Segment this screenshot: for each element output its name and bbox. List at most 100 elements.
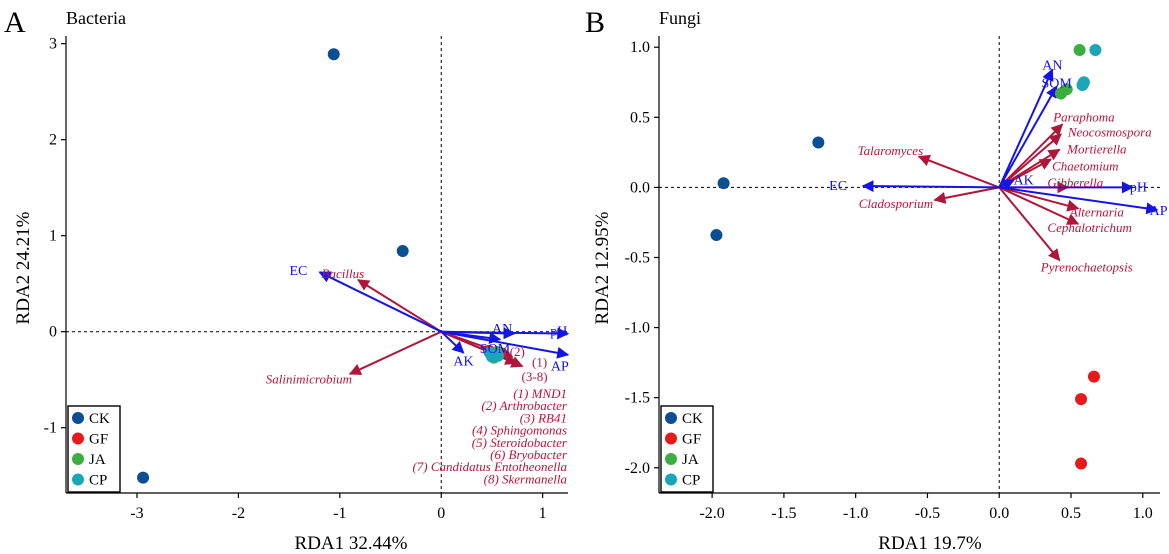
env-vector-arrow (998, 68, 1054, 188)
sample-point-cp (1089, 44, 1102, 57)
y-tick-label: 3 (49, 36, 57, 53)
env-vector-arrow (999, 186, 1159, 215)
env-vector-arrow (998, 85, 1058, 188)
legend-marker-gf (72, 432, 84, 445)
y-tick-label: -1.0 (625, 320, 650, 337)
taxon-vector-label: Gibberella (1047, 175, 1103, 190)
panel-a-letter: A (4, 6, 26, 39)
y-tick-label: 0.0 (630, 179, 650, 196)
x-tick-label: -2 (232, 505, 245, 522)
env-vector-label: pH (550, 325, 567, 340)
taxon-vector-label: Talaromyces (858, 143, 923, 158)
taxon-vector-arrow (348, 330, 442, 375)
taxon-vector-label: Paraphoma (1052, 109, 1115, 124)
env-vector-arrow (318, 271, 442, 333)
env-vector-arrow (441, 330, 502, 344)
taxon-vector-arrow (998, 186, 1080, 225)
legend-marker-cp (72, 473, 84, 486)
taxon-vector-label: Bacillus (322, 266, 365, 281)
sample-point-gf (1087, 370, 1100, 383)
panel-a-xlabel: RDA1 32.44% (295, 533, 408, 554)
taxon-vector-label: (1) (532, 354, 547, 369)
sample-point-cp (1077, 76, 1090, 89)
panel-b-plot: -2.0 -1.5 -1.0 -0.5 0.0 0.5 1.0 -2.0 -1.5 -1.0 -0.… (625, 36, 1168, 522)
taxon-annotation: (4) Sphingomonas (472, 423, 567, 438)
y-tick-label: 1.0 (630, 39, 650, 56)
taxon-vector-label: Cladosporium (859, 196, 933, 211)
legend-label-ck: CK (89, 411, 110, 427)
taxon-vector-arrow (933, 186, 1000, 204)
env-vector-label: AP (551, 359, 569, 374)
sample-point-ck (717, 177, 730, 190)
taxon-annotation: (6) Bryobacter (490, 447, 568, 462)
sample-point-ck (327, 48, 340, 61)
taxon-vector-label: Mortierella (1066, 142, 1127, 157)
legend-label-cp: CP (89, 473, 107, 489)
x-tick-label: 1 (539, 505, 547, 522)
taxon-vector-arrow (998, 186, 1061, 262)
sample-point-ck (396, 245, 409, 258)
sample-point-ck (812, 136, 825, 149)
env-vector-label: AN (1042, 58, 1062, 73)
taxon-vector-arrow (998, 186, 1080, 212)
x-tick-label: 1.0 (1133, 505, 1153, 522)
env-vector-label: AP (1150, 204, 1168, 219)
legend-label-ck: CK (682, 411, 703, 427)
env-vector-arrow (861, 180, 1000, 193)
y-tick-label: -2.0 (625, 460, 650, 477)
x-tick-label: -1 (333, 505, 346, 522)
y-tick-label: 0 (49, 324, 57, 341)
sample-point-gf (1075, 393, 1088, 406)
legend-label-gf: GF (89, 432, 108, 448)
env-vector-label: SOM (480, 342, 511, 357)
taxon-vector-label: (3-8) (522, 369, 548, 384)
sample-point-ja (1073, 44, 1086, 57)
y-tick-label: -0.5 (625, 249, 650, 266)
x-tick-label: -1.0 (843, 505, 868, 522)
env-vector-arrow (998, 179, 1015, 191)
env-vector-arrow (440, 330, 465, 354)
taxon-annotation: (1) MND1 (513, 386, 567, 401)
taxon-annotation: (7) Candidatus Entotheonella (412, 459, 567, 474)
y-tick-label: 1 (49, 228, 57, 245)
x-tick-label: -3 (130, 505, 143, 522)
y-tick-label: -1.5 (625, 390, 650, 407)
legend-marker-gf (665, 432, 677, 445)
y-tick-label: 0.5 (630, 109, 650, 126)
env-vector-label: pH (1130, 180, 1147, 195)
env-vector-label: AN (492, 322, 512, 337)
legend-marker-ja (72, 453, 84, 465)
taxon-vector-arrow (998, 133, 1062, 189)
legend-label-cp: CP (682, 473, 700, 489)
legend-label-ja: JA (682, 452, 699, 468)
legend-label-gf: GF (682, 432, 701, 448)
env-vector-label: AK (1014, 173, 1034, 188)
taxon-vector-label: Chaetomium (1052, 158, 1118, 173)
legend-label-ja: JA (89, 452, 106, 468)
taxon-annotation: (2) Arthrobacter (481, 398, 568, 413)
panel-b-title: Fungi (659, 8, 701, 28)
legend-marker-ck (665, 412, 677, 424)
panel-b-letter: B (585, 6, 605, 39)
x-tick-label: 0.0 (989, 505, 1009, 522)
env-vector-arrow (441, 330, 570, 359)
sample-point-ja (1060, 83, 1073, 96)
taxon-annotation: (3) RB41 (520, 410, 567, 425)
y-tick-label: -1 (44, 420, 57, 437)
sample-point-ck (137, 471, 150, 484)
taxon-vector-label: Cephalotrichum (1047, 220, 1132, 235)
x-tick-label: 0.5 (1061, 505, 1081, 522)
taxon-vector-arrow (917, 154, 1000, 189)
env-vector-label: AK (453, 354, 473, 369)
taxon-vector-label: (2) (510, 344, 525, 359)
legend-marker-cp (665, 473, 677, 486)
taxon-vector-arrow (357, 279, 442, 333)
taxon-vector-label: Alternaria (1069, 205, 1125, 220)
sample-point-gf (1075, 457, 1088, 470)
env-vector-label: SOM (1041, 77, 1072, 92)
taxon-vector-label: Neocosmospora (1067, 125, 1152, 140)
taxon-vector-arrow (440, 330, 524, 368)
sample-point-ck (710, 229, 723, 242)
taxon-annotation: (5) Steroidobacter (472, 435, 568, 450)
